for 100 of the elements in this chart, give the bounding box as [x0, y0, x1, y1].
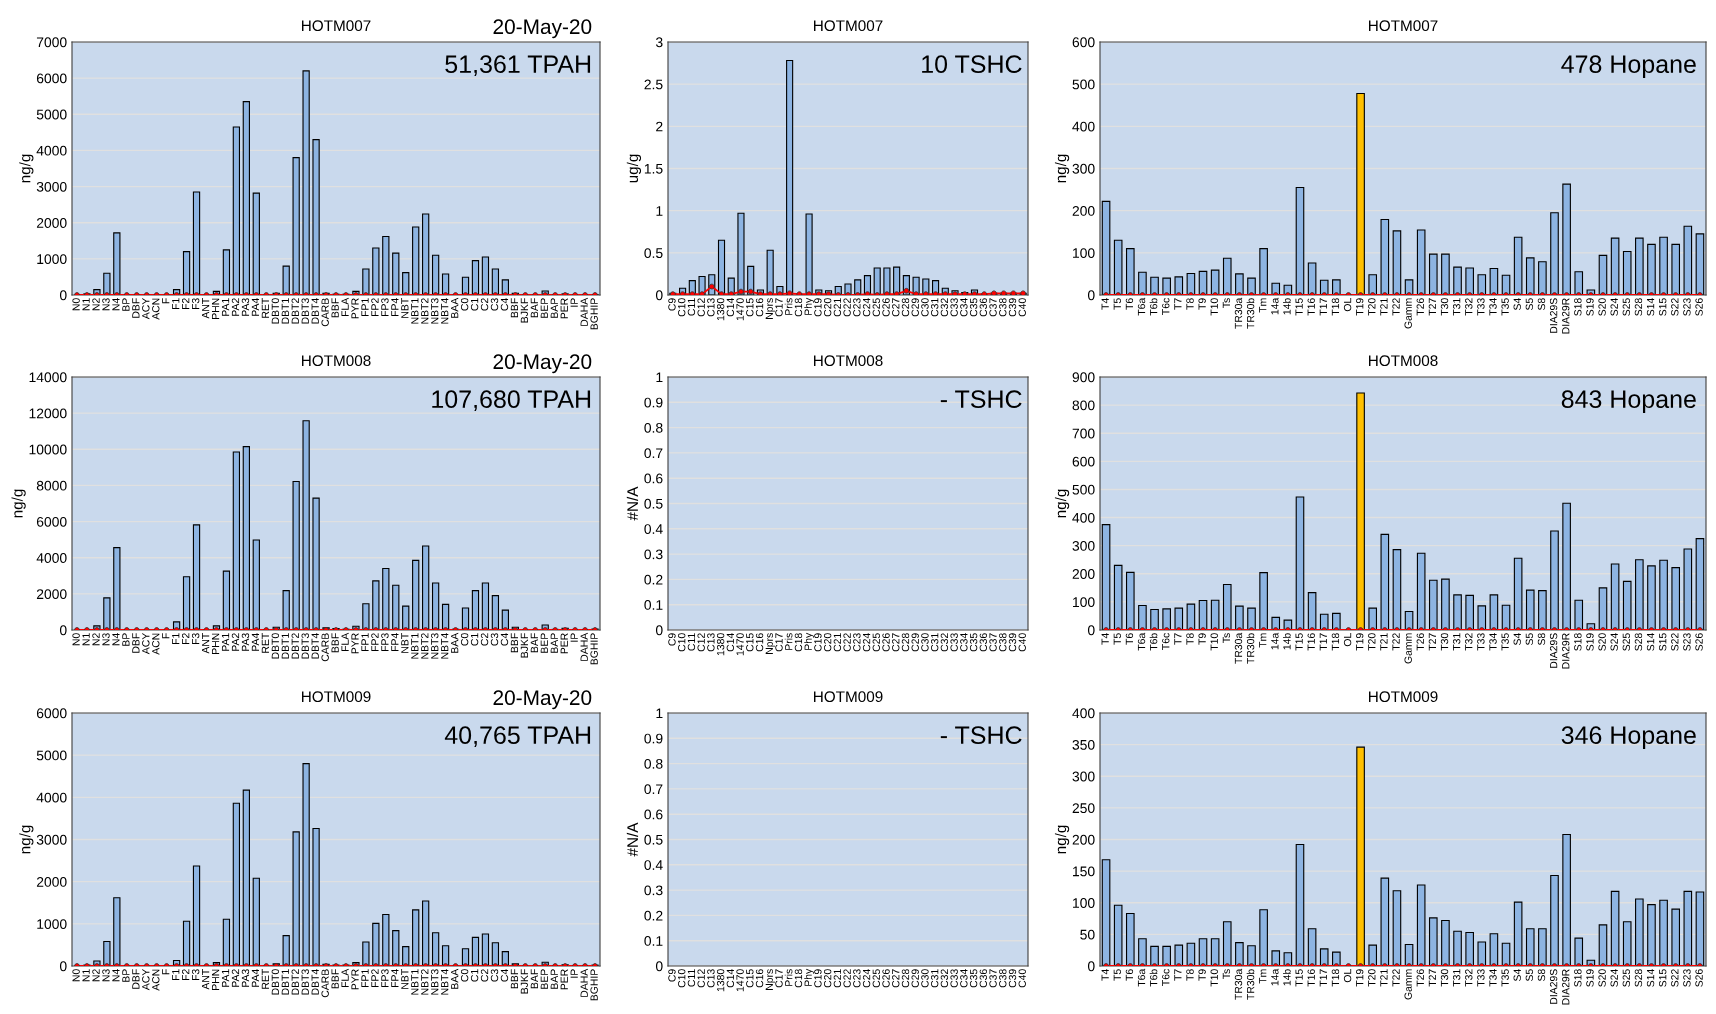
x-tick-label: DIA29R	[1562, 969, 1570, 1005]
x-tick-label: Pris	[784, 633, 793, 650]
y-tick-label: 0.5	[644, 248, 663, 258]
x-tick-label: DBT0	[271, 633, 280, 659]
x-tick-label: C31	[930, 633, 939, 652]
x-tick-label: C17	[775, 298, 783, 317]
x-tick-label: FP1	[361, 298, 369, 317]
x-tick-label: S8	[1537, 298, 1546, 311]
x-tick-label: FP4	[391, 969, 399, 988]
x-tick-label: ACN	[152, 298, 160, 320]
annotation: 107,680 TPAH	[432, 390, 591, 411]
x-tick-label: 1380	[716, 633, 725, 656]
x-tick-label: PYR	[351, 298, 359, 319]
x-tick-label: C3	[490, 969, 499, 982]
x-tick-label: F3	[191, 969, 200, 981]
x-tick-label: BAF	[530, 633, 538, 653]
x-tick-label: F2	[181, 969, 190, 981]
x-tick-label: S26	[1695, 298, 1703, 316]
x-tick-label: T17	[1319, 298, 1327, 316]
x-tick-label: T34	[1489, 633, 1497, 651]
x-tick-label: T8	[1186, 633, 1194, 645]
y-axis-title: #N/A	[626, 822, 639, 857]
x-tick-label: C34	[960, 298, 968, 317]
x-tick-label: S24	[1610, 633, 1618, 651]
x-tick-label: FLA	[341, 968, 349, 988]
y-tick-label: 14000	[29, 372, 67, 383]
x-tick-label: BGHIP	[590, 633, 598, 665]
y-tick-label: 1	[656, 372, 663, 383]
x-tick-label: T35	[1501, 298, 1509, 316]
y-tick-label: 600	[1072, 37, 1095, 48]
x-tick-label: C10	[678, 633, 686, 652]
x-tick-label: T30	[1440, 969, 1449, 987]
chart-title: HOTM007	[814, 20, 883, 32]
annotation: 843 Hopane	[1561, 390, 1696, 413]
x-tick-label: C33	[950, 633, 958, 652]
x-tick-label: 1470	[736, 633, 744, 656]
x-tick-label: T16	[1307, 633, 1315, 651]
x-tick-label: C36	[979, 969, 988, 988]
x-tick-label: Ts	[1222, 298, 1231, 308]
x-tick-label: T6b	[1149, 969, 1158, 987]
x-tick-label: S28	[1634, 633, 1643, 651]
y-axis-title: ng/g	[11, 489, 26, 518]
y-tick-label: 700	[1072, 428, 1095, 439]
x-tick-label: BBF	[510, 633, 519, 653]
x-tick-label: C30	[921, 298, 929, 317]
x-tick-label: IP	[570, 633, 578, 642]
x-tick-label: PHN	[211, 633, 220, 654]
x-tick-label: C21	[833, 969, 842, 988]
x-tick-label: T10	[1210, 298, 1218, 316]
x-tick-label: C38	[999, 298, 1007, 317]
x-tick-label: T7	[1174, 298, 1182, 310]
x-tick-label: F	[162, 298, 170, 304]
y-tick-label: 0.9	[644, 397, 663, 408]
x-tick-label: T9	[1198, 633, 1206, 645]
x-tick-label: NBT1	[411, 633, 419, 659]
x-tick-label: S19	[1586, 633, 1594, 651]
x-tick-label: DBT3	[301, 633, 309, 659]
x-tick-label: C34	[960, 633, 968, 652]
x-tick-label: T5	[1113, 298, 1121, 310]
x-tick-label: N0	[72, 298, 80, 311]
x-tick-label: S14	[1646, 969, 1655, 987]
y-tick-label: 400	[1072, 708, 1095, 719]
x-tick-label: 14a	[1271, 632, 1279, 650]
x-tick-label: S18	[1574, 969, 1582, 987]
x-tick-label: S26	[1695, 633, 1703, 651]
y-tick-label: 0	[1087, 961, 1095, 972]
x-tick-label: C22	[843, 969, 851, 988]
x-tick-label: C18	[794, 633, 803, 652]
x-tick-label: PER	[560, 969, 568, 990]
x-tick-label: C0	[460, 298, 469, 311]
x-tick-label: S19	[1586, 969, 1594, 987]
x-tick-label: S24	[1610, 298, 1618, 316]
y-tick-label: 3000	[36, 834, 67, 845]
x-tick-label: C1	[470, 969, 479, 982]
y-tick-label: 3	[655, 37, 663, 48]
x-tick-label: C38	[999, 633, 1007, 652]
y-tick-label: 0	[1087, 290, 1095, 301]
x-tick-label: ANT	[202, 969, 210, 990]
x-tick-label: Nprs	[765, 298, 776, 319]
x-tick-label: T9	[1198, 298, 1206, 310]
y-axis-title: #N/A	[626, 486, 639, 521]
y-tick-label: 5000	[36, 750, 67, 761]
y-tick-label: 500	[1072, 484, 1095, 495]
y-tick-label: 4000	[36, 145, 67, 156]
x-tick-label: S5	[1525, 298, 1534, 311]
x-tick-label: Tm	[1259, 969, 1267, 984]
annotation: 478 Hopane	[1561, 55, 1696, 78]
x-tick-label: C37	[989, 298, 997, 317]
x-tick-label: C4	[500, 969, 509, 982]
x-tick-label: C17	[775, 633, 783, 652]
annotation: 10 TSHC	[922, 55, 1022, 74]
x-tick-label: N4	[112, 298, 120, 311]
y-axis-title: ug/g	[626, 154, 642, 183]
x-tick-label: N3	[102, 969, 110, 982]
chart-title: HOTM009	[302, 691, 371, 703]
x-tick-label: T6a	[1137, 297, 1146, 316]
x-tick-label: T18	[1331, 969, 1340, 987]
x-tick-label: BP	[122, 633, 130, 646]
x-tick-label: N2	[92, 298, 100, 311]
x-tick-label: C13	[707, 969, 715, 988]
